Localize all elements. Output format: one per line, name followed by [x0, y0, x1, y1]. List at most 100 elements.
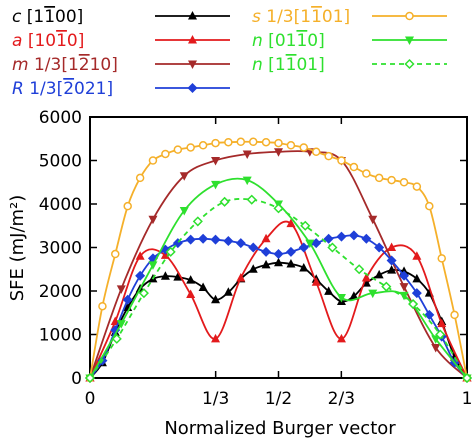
data-point [135, 270, 146, 281]
data-point [298, 242, 309, 253]
legend-label: n [1101] [252, 55, 325, 75]
y-tick-label: 0 [71, 369, 82, 389]
data-point [286, 141, 296, 150]
data-point [248, 264, 258, 273]
x-tick-label: 1/3 [202, 389, 229, 409]
data-point [160, 271, 170, 280]
data-point [412, 251, 422, 260]
data-point [186, 143, 195, 152]
data-point [286, 218, 296, 228]
data-point [192, 216, 203, 227]
data-point [173, 272, 183, 281]
data-point [362, 169, 371, 178]
data-point [219, 196, 230, 207]
data-point [211, 333, 221, 343]
legend-marker [188, 35, 197, 44]
data-point [387, 242, 397, 251]
data-point [261, 137, 271, 147]
legend-marker [405, 36, 414, 45]
data-point [223, 235, 234, 246]
legend-item: n [0110] [252, 31, 447, 51]
data-point [324, 286, 334, 295]
data-point [368, 289, 378, 299]
data-point [324, 151, 333, 161]
data-point [211, 138, 220, 148]
data-point [399, 283, 409, 292]
legend-label: R 1/3[2021] [12, 79, 113, 99]
data-point [110, 325, 121, 336]
data-point [286, 259, 296, 268]
data-point [211, 180, 221, 190]
data-point [327, 242, 338, 253]
legend: c [1100] a [1010] m 1/3[1210] R 1/3[2021] s … [12, 7, 447, 99]
data-point [387, 265, 397, 274]
legend-label: m 1/3[1210] [12, 55, 118, 75]
y-tick-label: 5000 [39, 152, 82, 172]
data-point [179, 172, 189, 181]
data-point [261, 246, 272, 257]
data-point [399, 178, 409, 187]
data-point [336, 294, 346, 303]
data-point [186, 289, 196, 298]
data-point [412, 273, 422, 283]
data-point [242, 150, 252, 159]
y-tick-label: 2000 [39, 282, 82, 302]
data-point [173, 145, 183, 154]
axis-ticks: 0 1000 2000 3000 4000 5000 6000 0 1/3 1/2 2/3 1 [39, 108, 473, 409]
data-point [431, 335, 441, 344]
x-tick-label: 1/2 [265, 389, 292, 409]
data-point [161, 149, 170, 159]
legend-marker [188, 60, 197, 69]
data-point [242, 176, 252, 186]
data-point [111, 333, 122, 344]
data-point [336, 231, 347, 242]
data-point [198, 282, 208, 292]
data-point [98, 301, 107, 311]
data-point [274, 148, 283, 157]
data-point [198, 141, 208, 150]
legend-item: c [1100] [12, 7, 230, 27]
data-point [248, 137, 258, 147]
data-point [185, 234, 196, 245]
legend-marker [188, 11, 197, 20]
data-point [348, 230, 359, 241]
data-point [211, 157, 221, 166]
data-point [374, 173, 384, 183]
data-point [368, 215, 378, 225]
x-axis-label: Normalized Burger vector [164, 418, 396, 439]
data-point [274, 138, 283, 148]
data-point [381, 281, 392, 292]
x-tick-label: 1 [462, 389, 473, 409]
data-point [236, 137, 246, 147]
legend-label: s 1/3[1101] [252, 7, 350, 27]
data-point [425, 201, 434, 211]
data-point [148, 156, 158, 165]
legend-item: a [1010] [12, 31, 230, 51]
y-axis-label: SFE (mJ/m²) [7, 195, 28, 302]
legend-label: c [1100] [12, 7, 83, 27]
x-tick-label: 2/3 [328, 389, 355, 409]
data-point [336, 333, 346, 343]
data-point [299, 262, 309, 272]
data-point [135, 173, 145, 183]
data-point [135, 251, 145, 260]
data-point [116, 320, 126, 329]
data-point [311, 147, 321, 157]
data-point [399, 291, 409, 301]
data-point [450, 310, 459, 320]
data-point [138, 288, 149, 299]
data-point [435, 329, 446, 340]
data-point [116, 285, 126, 294]
data-point [431, 344, 441, 353]
data-point [311, 277, 321, 286]
x-tick-label: 0 [85, 389, 96, 409]
data-point [374, 269, 384, 279]
legend-item: R 1/3[2021] [12, 79, 230, 99]
data-point [437, 318, 447, 328]
y-tick-label: 1000 [39, 326, 82, 346]
data-point [424, 309, 435, 320]
y-tick-label: 4000 [39, 195, 82, 215]
data-point [246, 194, 257, 205]
data-point [273, 203, 284, 214]
data-point [386, 255, 397, 266]
